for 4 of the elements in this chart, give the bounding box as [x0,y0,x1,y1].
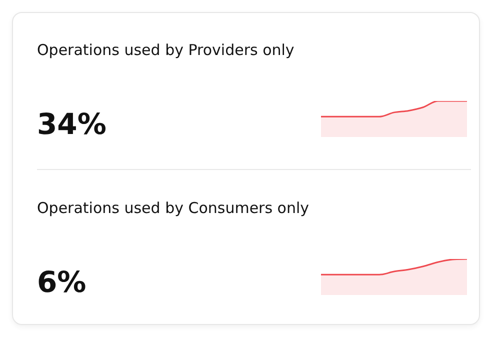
text: 6% [37,265,86,299]
text: Operations used by Providers only [37,41,294,59]
text: Operations used by Consumers only [37,199,310,217]
text: 34% [37,107,106,141]
